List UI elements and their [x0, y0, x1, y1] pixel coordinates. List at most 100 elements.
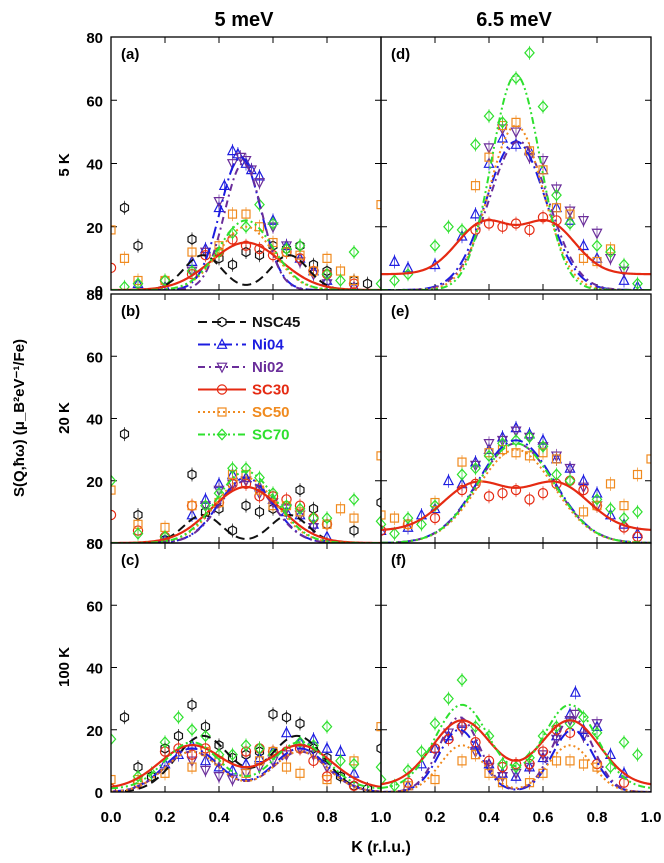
legend-marker — [217, 316, 227, 328]
y-tick-label: 0 — [95, 785, 103, 802]
data-point — [295, 768, 305, 778]
legend-marker — [217, 407, 227, 417]
data-point — [349, 280, 359, 290]
data-point — [187, 699, 197, 711]
data-point — [565, 756, 575, 766]
data-point — [348, 245, 360, 259]
data-point — [429, 239, 441, 252]
data-point — [443, 733, 454, 745]
data-point — [281, 712, 292, 723]
y-tick-label: 60 — [86, 349, 103, 366]
data-point — [389, 513, 400, 523]
data-point — [227, 525, 238, 536]
data-point — [241, 209, 251, 219]
fit-line-sc70 — [111, 470, 381, 543]
data-point — [564, 463, 576, 475]
panel-e: (e) — [380, 293, 652, 544]
data-point — [281, 499, 292, 512]
data-point — [376, 451, 381, 461]
data-point — [402, 511, 414, 525]
data-point — [389, 527, 400, 540]
data-point — [187, 762, 197, 772]
data-point — [524, 224, 535, 236]
fit-line-nsc45 — [111, 734, 381, 792]
data-point — [186, 749, 198, 760]
data-point — [213, 245, 225, 259]
panel-content — [111, 427, 381, 543]
data-point — [456, 673, 468, 687]
data-point — [605, 760, 616, 774]
y-tick-label: 60 — [86, 93, 103, 110]
data-point — [187, 501, 197, 511]
data-point — [537, 100, 549, 113]
fit-line-sc30 — [111, 485, 381, 543]
data-point — [376, 722, 381, 732]
data-point — [577, 239, 590, 251]
data-point — [618, 258, 630, 271]
y-tick-label: 0 — [95, 283, 103, 300]
data-point — [254, 222, 265, 232]
fit-line-sc30 — [381, 218, 651, 276]
legend-label: SC30 — [252, 382, 290, 399]
data-point — [132, 527, 144, 540]
data-point — [510, 434, 522, 447]
y-tick-label: 80 — [86, 30, 103, 47]
panel-frame — [380, 36, 652, 291]
data-point — [321, 511, 333, 525]
data-point — [335, 274, 346, 287]
series-sc30 — [470, 210, 562, 237]
data-point — [469, 207, 482, 219]
data-point — [510, 426, 522, 438]
data-point — [375, 760, 381, 774]
data-point — [111, 732, 117, 746]
data-point — [456, 223, 468, 237]
data-point — [416, 518, 427, 531]
data-point — [254, 742, 265, 755]
y-tick-label: 40 — [86, 412, 103, 429]
panel-label: (a) — [121, 46, 139, 63]
data-point — [294, 239, 306, 252]
data-point — [119, 253, 130, 263]
data-point — [349, 275, 359, 286]
legend-entry-ni04: Ni04 — [198, 337, 284, 354]
data-point — [376, 200, 381, 210]
legend-label: NSC45 — [252, 314, 300, 331]
x-tick-label: 0.4 — [479, 809, 501, 826]
data-point — [497, 488, 508, 499]
fit-line-nsc45 — [111, 513, 381, 543]
fit-line-sc50 — [381, 744, 651, 792]
data-point — [376, 497, 381, 508]
data-point — [268, 708, 278, 720]
data-point — [111, 225, 116, 235]
data-point — [537, 746, 549, 757]
data-point — [591, 239, 603, 252]
fit-line-sc30 — [111, 744, 381, 789]
data-point — [240, 739, 252, 752]
data-point — [186, 723, 198, 736]
x-tick-label: 0.6 — [263, 809, 284, 826]
legend-entry-sc30: SC30 — [198, 382, 290, 399]
row-label-20k: 20 K — [56, 402, 73, 434]
data-point — [321, 268, 333, 281]
data-point — [551, 203, 562, 213]
data-point — [429, 512, 441, 524]
column-title-5mev: 5 meV — [215, 9, 275, 31]
data-point — [200, 499, 211, 512]
panel-content — [111, 143, 381, 290]
fit-line-sc70 — [381, 442, 651, 543]
data-point — [578, 484, 589, 496]
data-point — [213, 772, 225, 783]
data-point — [524, 451, 535, 461]
data-point — [349, 525, 359, 536]
panel-label: (f) — [391, 552, 406, 569]
data-point — [577, 216, 590, 227]
data-point — [349, 513, 359, 523]
data-point — [551, 454, 562, 464]
series-sc30 — [381, 473, 643, 543]
data-point — [362, 278, 373, 289]
row-label-100k: 100 K — [56, 647, 73, 687]
data-point — [322, 253, 332, 263]
data-point — [187, 247, 197, 257]
panel-content — [381, 672, 651, 792]
x-tick-label: 0.2 — [425, 809, 446, 826]
